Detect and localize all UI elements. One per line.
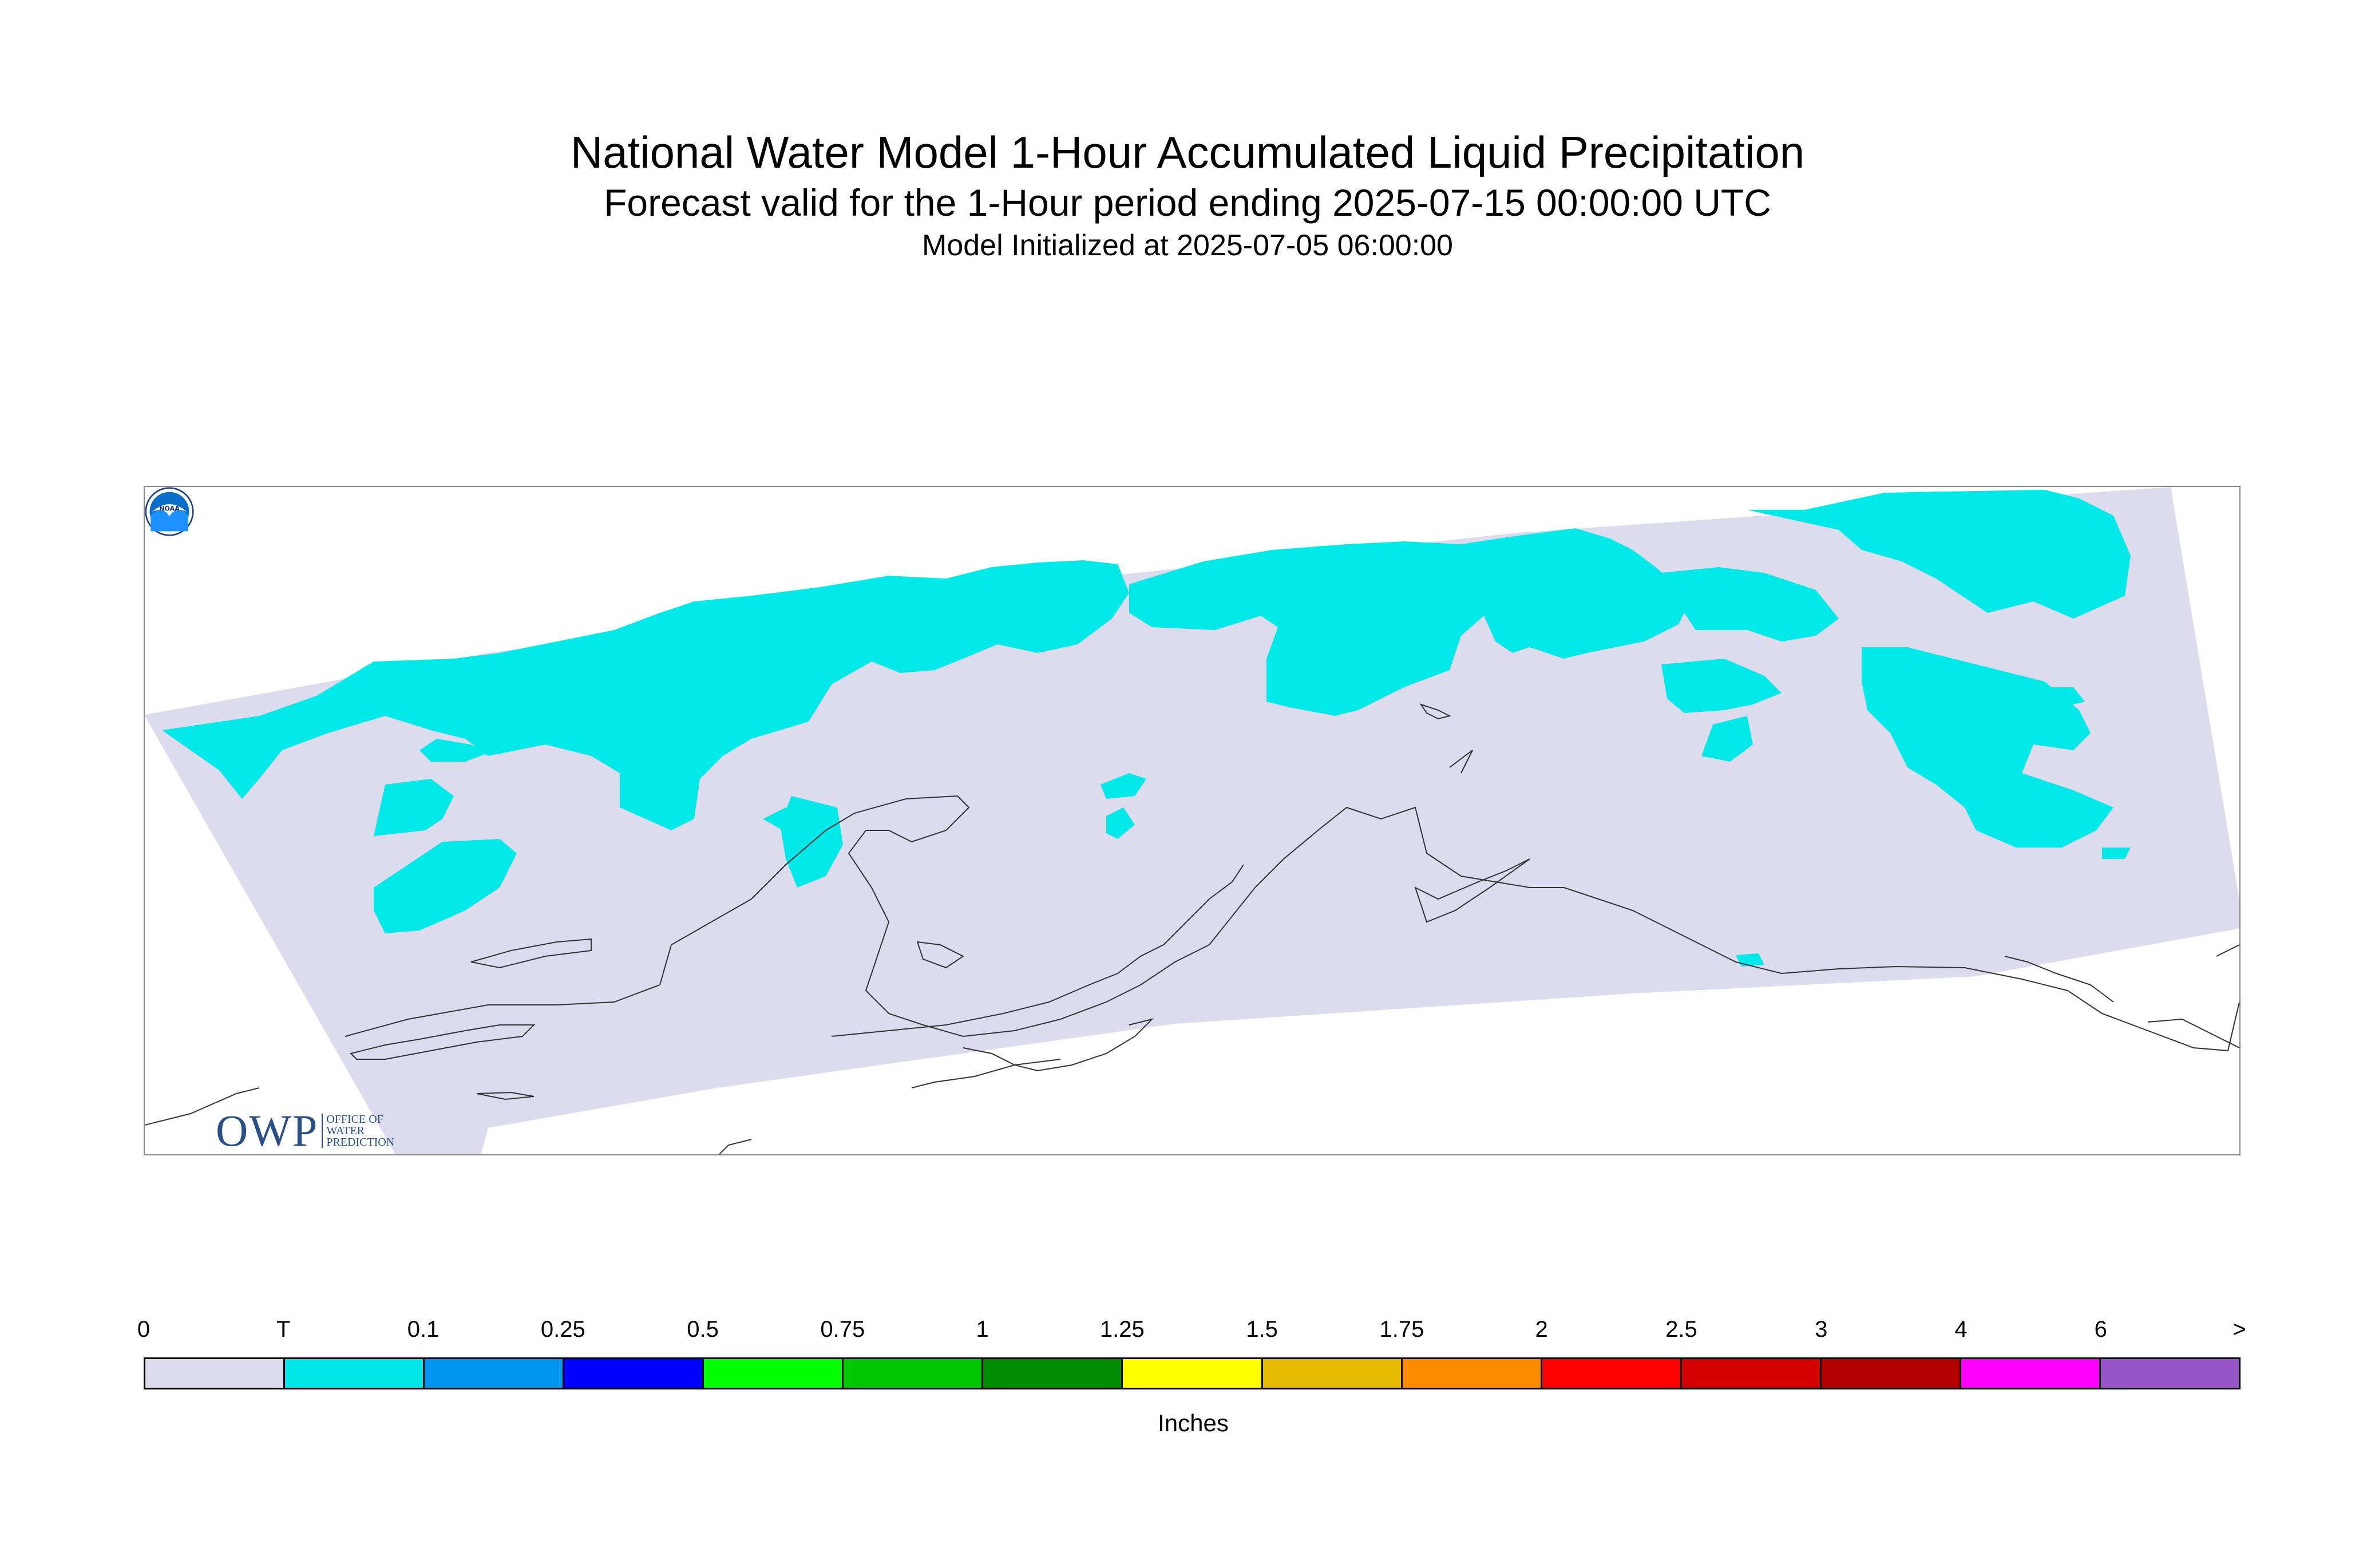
owp-logo: OWP OFFICE OF WATER PREDICTION — [216, 1105, 394, 1155]
coastline — [2004, 956, 2114, 1003]
legend-tick-label: 0.5 — [687, 1317, 719, 1342]
legend-swatch — [844, 1359, 984, 1388]
coastline — [470, 938, 592, 969]
legend-swatch — [1402, 1359, 1542, 1388]
legend-swatch — [1262, 1359, 1403, 1388]
legend-tick-label: 2.5 — [1665, 1317, 1697, 1342]
coastline — [345, 795, 2239, 1052]
precip-area — [1747, 490, 2131, 619]
owp-logo-line: WATER — [326, 1124, 365, 1137]
legend-swatch — [704, 1359, 844, 1388]
precip-area — [1701, 716, 1753, 762]
legend-swatch — [1821, 1359, 1961, 1388]
precip-area — [2045, 687, 2085, 707]
coastline — [911, 1059, 1061, 1088]
owp-logo-text: OFFICE OF WATER PREDICTION — [322, 1114, 394, 1148]
legend-tick-label: 2 — [1535, 1317, 1548, 1342]
coastline — [1414, 858, 1530, 923]
precip-area — [419, 739, 488, 762]
legend-tick-label: 0.25 — [540, 1317, 585, 1342]
owp-logo-line: OFFICE OF — [326, 1113, 383, 1126]
noaa-seal-icon: NOAA — [145, 487, 194, 536]
precip-area — [1661, 659, 1782, 713]
coastline — [2147, 1018, 2239, 1048]
map-canvas — [145, 487, 2239, 1154]
legend-tick-label: 1.25 — [1099, 1317, 1145, 1342]
coastline — [1449, 750, 1473, 774]
precip-area — [1101, 773, 1146, 799]
precip-area — [1129, 528, 1690, 716]
coastline — [145, 1087, 260, 1126]
noaa-seal-text: NOAA — [159, 505, 180, 512]
coastline — [718, 1139, 752, 1154]
legend-tick-label: > — [2232, 1317, 2246, 1342]
legend-colorbar — [144, 1357, 2241, 1389]
legend-swatch — [1123, 1359, 1263, 1388]
coastline — [916, 941, 964, 969]
coastline — [2216, 944, 2239, 957]
forecast-valid-subtitle: Forecast valid for the 1-Hour period end… — [604, 181, 1771, 224]
owp-logo-line: PREDICTION — [326, 1136, 395, 1149]
legend-swatch — [285, 1359, 425, 1388]
precip-area — [162, 560, 1129, 830]
precip-area — [374, 779, 454, 836]
legend-units-label: Inches — [1158, 1409, 1229, 1436]
legend-tick-label: 0.75 — [820, 1317, 865, 1342]
precip-area — [1593, 567, 1839, 642]
precip-area — [1106, 807, 1135, 839]
coastline — [476, 1091, 535, 1100]
precip-area — [763, 807, 809, 842]
legend-tick-label: 0 — [137, 1317, 151, 1342]
precipitation-map: OWP OFFICE OF WATER PREDICTION NOAA — [144, 486, 2241, 1155]
precip-areas — [162, 490, 2131, 967]
coastline — [350, 1024, 536, 1060]
coastline — [1419, 703, 1451, 720]
legend-tick-label: 1 — [976, 1317, 989, 1342]
legend-tick-label: T — [276, 1317, 291, 1342]
legend-swatch — [2100, 1359, 2239, 1388]
legend-tick-label: 3 — [1815, 1317, 1828, 1342]
legend-swatch — [145, 1359, 286, 1388]
color-legend: 0 T 0.1 0.25 0.5 0.75 1 1.25 1.5 1.75 2 2.5 3 4 6 > — [137, 1316, 2246, 1408]
legend-tick-label: 0.1 — [407, 1317, 440, 1342]
model-init-line: Model Initialized at 2025-07-05 06:00:00 — [922, 229, 1453, 262]
legend-swatch — [564, 1359, 704, 1388]
legend-swatch — [983, 1359, 1123, 1388]
legend-swatch — [1542, 1359, 1682, 1388]
legend-swatch — [1961, 1359, 2101, 1388]
coastline — [831, 864, 1244, 1037]
legend-tick-label: 6 — [2094, 1317, 2107, 1342]
legend-swatch — [1681, 1359, 1822, 1388]
precip-area — [2102, 848, 2131, 859]
legend-tick-label: 1.75 — [1379, 1317, 1424, 1342]
page-title: National Water Model 1-Hour Accumulated … — [570, 127, 1805, 177]
title-block: National Water Model 1-Hour Accumulated … — [0, 126, 2375, 264]
legend-swatch — [425, 1359, 565, 1388]
legend-tick-label: 4 — [1954, 1317, 1968, 1342]
legend-tick-label: 1.5 — [1246, 1317, 1278, 1342]
coastline — [963, 1018, 1154, 1072]
owp-logo-letters: OWP — [216, 1106, 319, 1155]
coastlines — [145, 703, 2239, 1154]
precip-area — [1976, 759, 2010, 779]
precip-area — [374, 839, 517, 933]
